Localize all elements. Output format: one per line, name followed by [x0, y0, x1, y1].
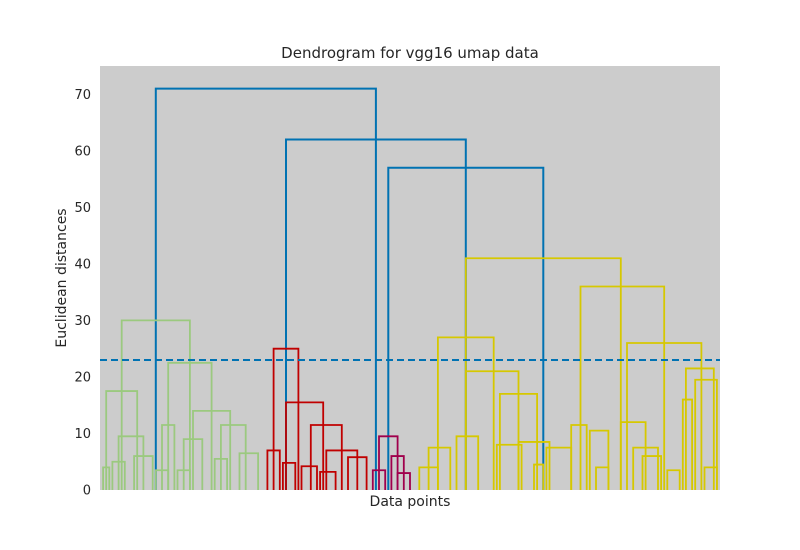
merge-link-yellow: [495, 443, 523, 490]
x-axis-label: Data points: [370, 494, 451, 510]
y-tick-label: 20: [74, 370, 91, 385]
merge-link-green: [111, 460, 126, 490]
merge-link-root: [387, 166, 545, 490]
merge-link-green: [167, 361, 213, 490]
merge-link-yellow: [626, 342, 703, 490]
merge-link-red: [325, 449, 359, 490]
merge-link-green: [133, 455, 154, 490]
y-tick-label: 0: [83, 484, 91, 499]
merge-link-red: [319, 471, 337, 490]
merge-link-red: [300, 465, 318, 490]
merge-link-yellow: [418, 466, 439, 490]
merge-link-yellow: [588, 429, 610, 490]
y-tick-label: 30: [74, 314, 91, 329]
merge-link-magenta: [396, 472, 411, 490]
merge-link-yellow: [570, 424, 588, 490]
merge-link-yellow: [595, 466, 610, 490]
merge-link-yellow: [579, 285, 666, 490]
merge-link-yellow: [427, 446, 452, 490]
merge-link-green: [213, 458, 228, 490]
merge-link-yellow: [464, 370, 520, 490]
merge-link-yellow: [694, 378, 718, 490]
merge-link-yellow: [632, 446, 659, 490]
y-axis-label: Euclidean distances: [54, 208, 70, 347]
chart-title: Dendrogram for vgg16 umap data: [281, 44, 539, 62]
y-tick-label: 40: [74, 257, 91, 272]
merge-link-yellow: [641, 455, 662, 490]
merge-link-red: [282, 461, 297, 490]
merge-link-green: [192, 409, 232, 490]
merge-link-red: [272, 347, 300, 490]
merge-link-yellow: [533, 463, 545, 490]
plot-background: [100, 66, 720, 490]
y-tick-label: 50: [74, 201, 91, 216]
y-tick-label: 60: [74, 144, 91, 159]
merge-link-green: [182, 438, 204, 490]
merge-link-magenta: [378, 435, 399, 490]
merge-link-red: [309, 424, 343, 490]
merge-link-green: [176, 469, 191, 490]
merge-link-yellow: [703, 466, 718, 490]
merge-link-yellow: [681, 398, 693, 490]
merge-link-green: [154, 469, 170, 490]
merge-link-green: [117, 435, 145, 490]
merge-link-yellow: [685, 367, 715, 490]
merge-link-green: [238, 452, 259, 490]
merge-link-magenta: [371, 469, 387, 490]
merge-link-green: [220, 424, 247, 490]
merge-link-yellow: [517, 441, 551, 490]
merge-link-yellow: [437, 336, 495, 490]
merge-link-root: [154, 87, 377, 490]
y-tick-label: 70: [74, 88, 91, 103]
merge-link-green: [161, 424, 176, 490]
merge-link-red: [285, 401, 325, 490]
dendrogram-links: [102, 87, 718, 490]
merge-link-red: [347, 456, 368, 490]
merge-link-yellow: [455, 435, 480, 490]
merge-link-green: [105, 390, 139, 490]
y-axis-ticks: 0 10 20 30 40 50 60 70: [74, 88, 91, 499]
merge-link-green: [102, 466, 111, 490]
merge-link-yellow: [666, 469, 681, 490]
merge-link-green: [120, 319, 191, 490]
y-tick-label: 10: [74, 427, 91, 442]
merge-link-red: [266, 449, 281, 490]
